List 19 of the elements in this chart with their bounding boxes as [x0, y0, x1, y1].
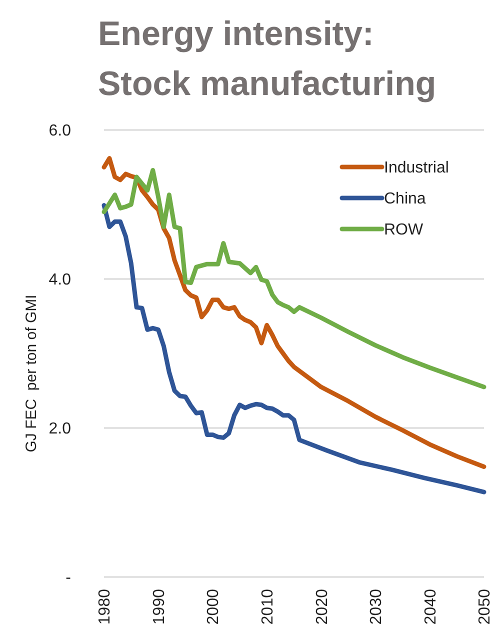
y-tick-label: 4.0: [48, 272, 72, 289]
legend-label: China: [384, 190, 426, 208]
x-tick-label: 1980: [96, 588, 114, 625]
y-tick-label: 6.0: [48, 122, 72, 140]
x-tick-label: 2030: [368, 588, 386, 625]
y-tick-label: -: [66, 570, 71, 587]
legend-label: Industrial: [384, 160, 449, 177]
x-tick-label: 2040: [422, 588, 440, 625]
x-tick-label: 2000: [205, 588, 222, 625]
x-tick-label: 1990: [150, 588, 168, 625]
x-tick-label: 2010: [259, 588, 276, 625]
y-axis-title: GJ FEC per ton of GMI: [23, 294, 40, 452]
chart-title: Energy intensity: Stock manufacturing: [98, 15, 436, 103]
y-tick-label: 2.0: [48, 420, 72, 438]
line-series: [102, 202, 486, 494]
x-tick-label: 2050: [476, 588, 494, 625]
legend-label: ROW: [384, 222, 424, 239]
x-tick-label: 2020: [314, 588, 331, 625]
line-series: [102, 156, 486, 469]
